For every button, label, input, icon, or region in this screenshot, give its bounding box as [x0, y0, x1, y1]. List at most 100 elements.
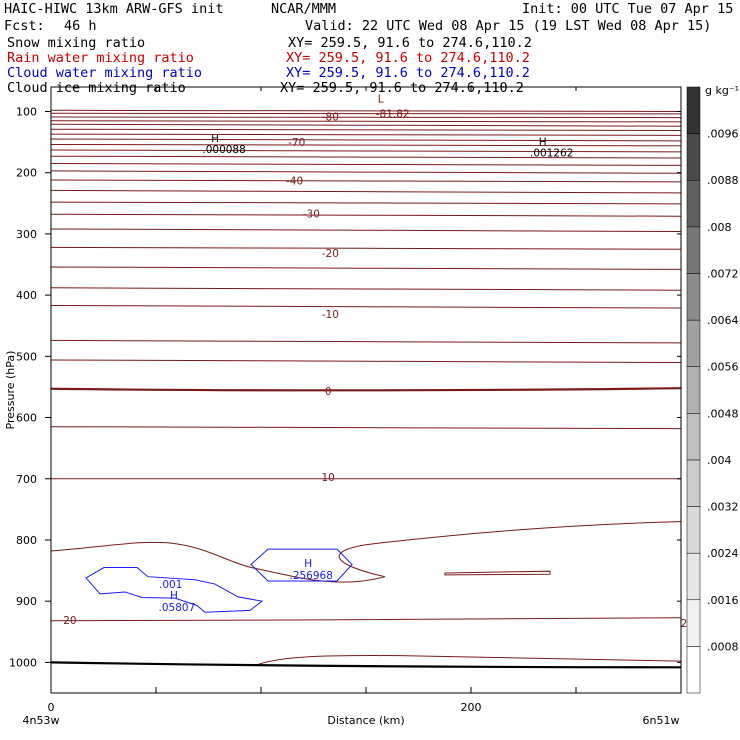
- colorbar: .0008 .0016 .0024 .0032 .004 .0048 .0056 .0064.…: [686, 84, 739, 694]
- isotherm-line: [254, 655, 682, 666]
- field-name-snow: Snow mixing ratio: [7, 35, 146, 51]
- isotherm-line: [50, 120, 682, 123]
- isotherm-line: [50, 144, 682, 147]
- y-tick-label: 100: [16, 105, 37, 118]
- colorbar-segment: [686, 366, 701, 414]
- low-symbol: L: [378, 94, 384, 106]
- isotherm-line: [50, 339, 682, 344]
- isotherm-label: -80: [322, 111, 339, 123]
- colorbar-label: .0096: [707, 128, 739, 141]
- cloud-water-high-value: .05807: [159, 602, 196, 614]
- snow-high-value: .000088: [202, 144, 245, 156]
- isotherm-line: [50, 128, 682, 131]
- org-label: NCAR/MMM: [271, 1, 337, 17]
- colorbar-label: .004: [707, 454, 732, 467]
- isotherm-label: -40: [286, 176, 303, 188]
- isotherm-line: [50, 116, 682, 119]
- isotherm-line: [50, 133, 682, 136]
- isotherm-line: [50, 359, 682, 363]
- colorbar-segment: [686, 226, 701, 274]
- isotherm-label: 20: [63, 615, 76, 627]
- y-tick-label: 1000: [9, 656, 37, 669]
- isotherm-zero: [50, 387, 682, 392]
- isotherm-line: [50, 163, 682, 166]
- cloud-water-label: .001: [159, 579, 182, 591]
- x-endpoint-left: 4n53w: [23, 714, 60, 727]
- cloud-water-contours: [85, 548, 353, 613]
- isotherm-line: [50, 305, 682, 309]
- y-tick-label: 800: [16, 534, 37, 547]
- snow-high-value: .001262: [530, 147, 573, 159]
- isotherm-line: [50, 112, 682, 115]
- isotherm-closed: [444, 570, 551, 576]
- valid-time: Valid: 22 UTC Wed 08 Apr 15 (19 LST Wed …: [305, 18, 712, 34]
- isotherm-line: [50, 201, 682, 205]
- colorbar-segment: [686, 179, 701, 228]
- colorbar-label: .0072: [707, 267, 739, 280]
- isotherm-line: [50, 179, 682, 183]
- x-endpoint-right: 6n51w: [643, 714, 680, 727]
- isotherm-label: -30: [303, 209, 320, 221]
- colorbar-label: .0064: [707, 314, 739, 327]
- isotherm-label: -10: [322, 309, 339, 321]
- colorbar-label: .0032: [707, 501, 739, 514]
- y-tick-label: 300: [16, 228, 37, 241]
- field-xy-cloud-ice: XY= 259.5, 91.6 to 274.6,110.2: [280, 80, 524, 96]
- cloud-water-contour: [85, 567, 264, 613]
- isotherm-line: [50, 138, 682, 142]
- surface-line: [50, 661, 682, 669]
- forecast-value: 46 h: [64, 18, 97, 34]
- y-tick-label: 500: [16, 350, 37, 363]
- isotherm-label: 10: [322, 472, 335, 484]
- temperature-contours: [50, 109, 682, 669]
- colorbar-segment: [686, 552, 701, 601]
- colorbar-label: .008: [707, 221, 732, 234]
- isotherm-line: [50, 521, 682, 583]
- isotherm-label: -70: [288, 137, 305, 149]
- isotherm-line: [50, 287, 682, 291]
- forecast-label: Fcst:: [4, 18, 45, 34]
- isotherm-line: [50, 246, 682, 250]
- isotherm-line: [50, 109, 682, 112]
- init-time: Init: 00 UTC Tue 07 Apr 15: [522, 1, 734, 17]
- y-tick-label: 600: [16, 412, 37, 425]
- colorbar-segment: [686, 273, 701, 321]
- x-axis-title: Distance (km): [327, 714, 404, 727]
- isotherm-20: [50, 617, 682, 622]
- isotherm-line: [50, 149, 682, 153]
- colorbar-segment: [686, 319, 701, 367]
- cloud-water-high-value: .256968: [289, 570, 332, 582]
- isotherm-line: [50, 155, 682, 159]
- cloud-water-contour: [250, 548, 353, 582]
- colorbar-label: .0016: [707, 594, 739, 607]
- colorbar-segment: [686, 599, 701, 647]
- isotherm-line: [50, 266, 682, 270]
- field-name-rain: Rain water mixing ratio: [7, 50, 194, 66]
- isotherm-label: 0: [325, 386, 332, 398]
- field-xy-snow: XY= 259.5, 91.6 to 274.6,110.2: [288, 35, 532, 51]
- isotherm-line: [50, 123, 682, 127]
- colorbar-unit: g kg⁻¹: [705, 84, 739, 97]
- isotherm-line: [50, 478, 682, 480]
- field-xy-cloud-water: XY= 259.5, 91.6 to 274.6,110.2: [286, 65, 530, 81]
- colorbar-label: .0088: [707, 174, 739, 187]
- x-tick-label: 200: [461, 701, 482, 714]
- colorbar-segment: [686, 506, 701, 554]
- colorbar-label: .0008: [707, 640, 739, 653]
- colorbar-segment: [686, 413, 701, 461]
- y-tick-label: 200: [16, 167, 37, 180]
- low-value: -81.82: [376, 109, 410, 121]
- snow-high-symbol: H: [211, 133, 219, 145]
- colorbar-label: .0056: [707, 361, 739, 374]
- isotherm-line: [50, 228, 682, 232]
- isotherm-line: [50, 213, 682, 217]
- y-tick-label: 900: [16, 595, 37, 608]
- colorbar-label: .0024: [707, 547, 739, 560]
- colorbar-label: .0048: [707, 407, 739, 420]
- snow-high-symbol: H: [539, 136, 547, 148]
- field-name-cloud-water: Cloud water mixing ratio: [7, 65, 203, 81]
- cloud-water-high-symbol: H: [170, 590, 178, 602]
- isotherm-line: [50, 170, 682, 174]
